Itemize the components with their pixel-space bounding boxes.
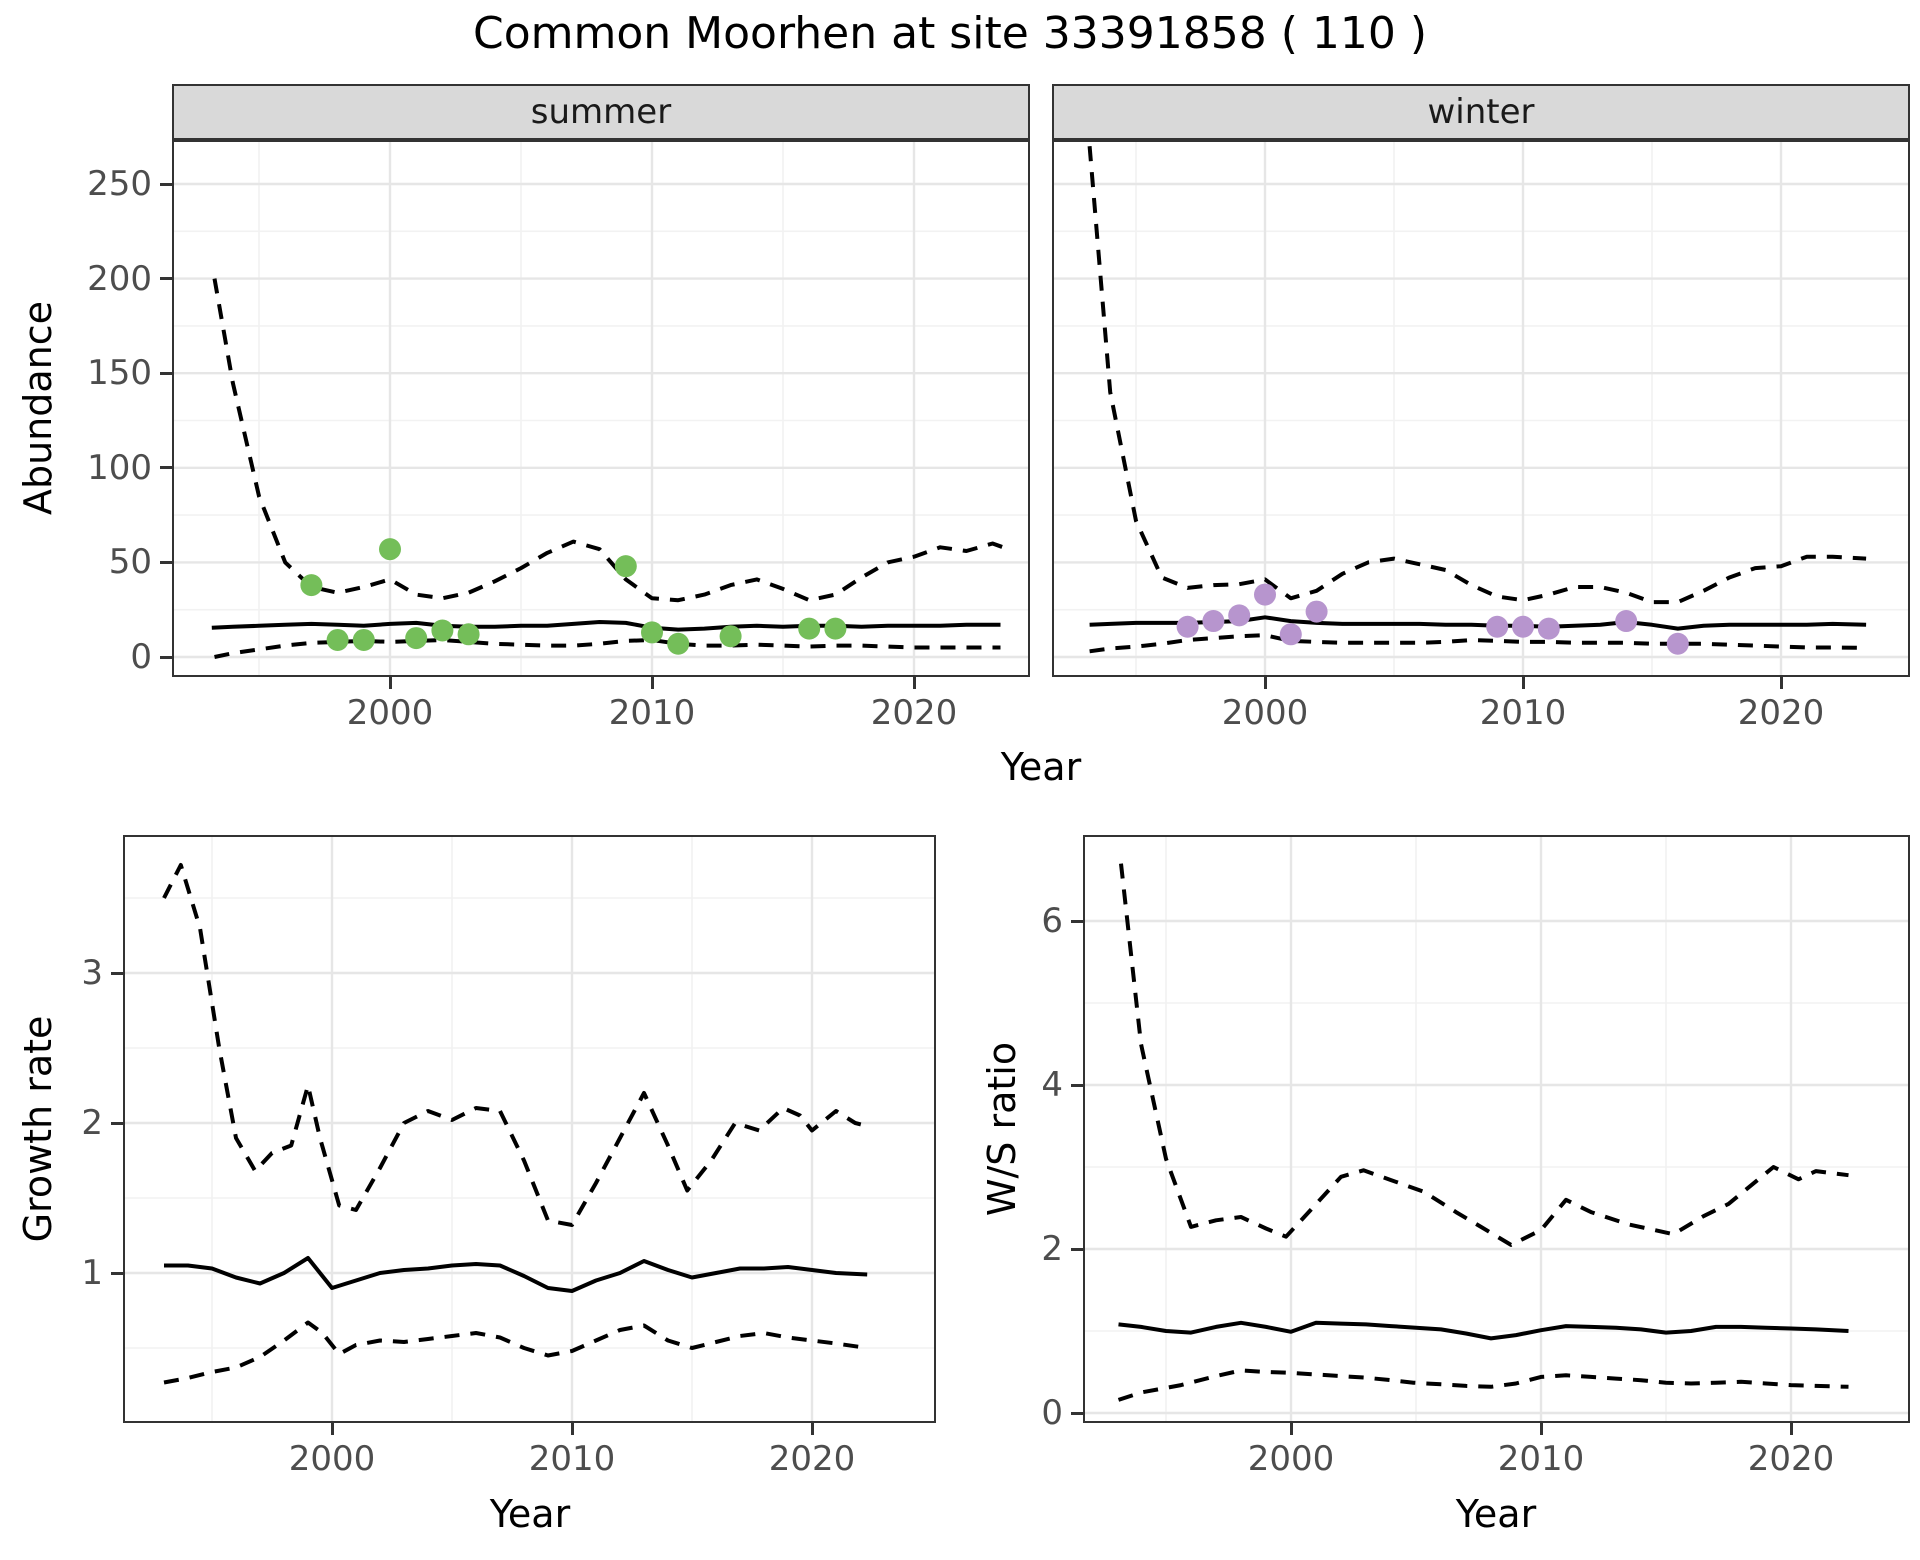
panel-abundance-summer bbox=[172, 140, 1030, 677]
axis-tick-mark bbox=[160, 371, 172, 375]
ci-upper-line bbox=[1087, 146, 1867, 605]
median-line bbox=[211, 620, 1001, 632]
axis-tick-mark bbox=[1263, 677, 1267, 689]
x-tick-label: 2020 bbox=[870, 693, 958, 733]
panel-abundance-winter bbox=[1052, 140, 1910, 677]
x-tick-label: 2020 bbox=[768, 1439, 856, 1479]
axis-tick-mark bbox=[111, 971, 123, 975]
y-tick-label: 250 bbox=[87, 164, 152, 204]
x-tick-label: 2000 bbox=[288, 1439, 376, 1479]
ci-lower-line bbox=[163, 1320, 868, 1385]
y-tick-label: 3 bbox=[81, 953, 103, 993]
data-point bbox=[1279, 623, 1302, 646]
ci-upper-line bbox=[162, 863, 868, 1227]
axis-tick-mark bbox=[111, 1271, 123, 1275]
axis-tick-mark bbox=[1289, 1423, 1293, 1435]
data-point bbox=[719, 625, 742, 648]
data-point bbox=[352, 628, 375, 651]
ci-upper-line bbox=[212, 278, 1004, 603]
axis-tick-mark bbox=[1521, 677, 1525, 689]
facet-strip-winter: winter bbox=[1052, 84, 1910, 140]
chart-title: Common Moorhen at site 33391858 ( 110 ) bbox=[473, 8, 1427, 59]
data-point bbox=[1512, 615, 1534, 638]
axis-tick-mark bbox=[160, 466, 172, 470]
axis-tick-mark bbox=[1071, 919, 1083, 923]
data-point bbox=[798, 617, 821, 640]
data-point bbox=[300, 574, 323, 597]
panel-ws-ratio bbox=[1083, 835, 1910, 1423]
axis-tick-mark bbox=[912, 677, 916, 689]
data-point bbox=[326, 628, 349, 651]
axis-tick-mark bbox=[810, 1423, 814, 1435]
y-tick-label: 50 bbox=[108, 542, 152, 583]
x-tick-label: 2000 bbox=[1221, 693, 1309, 733]
data-point bbox=[1254, 583, 1276, 606]
x-tick-label: 2020 bbox=[1737, 693, 1825, 733]
median-line bbox=[1118, 1320, 1849, 1341]
data-point bbox=[1666, 632, 1689, 655]
axis-tick-mark bbox=[1071, 1247, 1083, 1251]
ci-lower-line bbox=[1117, 1368, 1849, 1402]
axis-tick-mark bbox=[160, 182, 172, 186]
y-tick-label: 150 bbox=[87, 353, 152, 394]
axis-tick-mark bbox=[1539, 1423, 1543, 1435]
data-point bbox=[405, 627, 428, 650]
facet-label-winter: winter bbox=[1427, 92, 1535, 132]
data-point bbox=[457, 623, 480, 646]
axis-tick-mark bbox=[1071, 1083, 1083, 1087]
axis-tick-mark bbox=[111, 1121, 123, 1125]
data-point bbox=[824, 617, 847, 640]
y-tick-label: 200 bbox=[87, 258, 152, 299]
data-point bbox=[1486, 615, 1509, 638]
axis-tick-mark bbox=[1779, 677, 1783, 689]
y-tick-label: 1 bbox=[81, 1253, 103, 1293]
x-tick-label: 2020 bbox=[1747, 1439, 1835, 1479]
x-axis-title-year-ws: Year bbox=[1455, 1492, 1537, 1536]
x-axis-title-year-top: Year bbox=[1000, 745, 1082, 789]
x-tick-label: 2010 bbox=[528, 1439, 616, 1479]
x-tick-label: 2010 bbox=[1497, 1439, 1585, 1479]
facet-strip-summer: summer bbox=[172, 84, 1030, 140]
axis-tick-mark bbox=[160, 560, 172, 564]
axis-tick-mark bbox=[650, 677, 654, 689]
data-point bbox=[614, 555, 637, 578]
facet-label-summer: summer bbox=[530, 92, 672, 132]
data-point bbox=[641, 621, 663, 644]
data-point bbox=[1305, 600, 1328, 623]
data-point bbox=[431, 619, 454, 642]
panel-growth-rate bbox=[123, 835, 936, 1423]
axis-tick-mark bbox=[1789, 1423, 1793, 1435]
y-tick-label: 100 bbox=[87, 447, 152, 488]
data-point bbox=[667, 632, 690, 655]
data-point bbox=[1537, 617, 1560, 640]
data-point bbox=[1615, 610, 1638, 633]
x-tick-label: 2010 bbox=[608, 693, 696, 733]
x-tick-label: 2000 bbox=[1247, 1439, 1335, 1479]
axis-tick-mark bbox=[160, 655, 172, 659]
y-tick-label: 2 bbox=[81, 1103, 103, 1143]
data-point bbox=[1202, 610, 1225, 633]
y-tick-label: 6 bbox=[1041, 901, 1063, 941]
y-tick-label: 4 bbox=[1041, 1065, 1063, 1105]
data-point bbox=[1228, 604, 1251, 627]
axis-tick-mark bbox=[1071, 1411, 1083, 1415]
axis-tick-mark bbox=[570, 1423, 574, 1435]
data-point bbox=[379, 538, 401, 561]
axis-tick-mark bbox=[330, 1423, 334, 1435]
x-axis-title-year-growth: Year bbox=[489, 1492, 571, 1536]
median-line bbox=[164, 1256, 868, 1293]
x-tick-label: 2000 bbox=[346, 693, 434, 733]
y-tick-label: 0 bbox=[130, 637, 152, 677]
x-tick-label: 2010 bbox=[1479, 693, 1567, 733]
axis-tick-mark bbox=[160, 277, 172, 281]
y-tick-label: 2 bbox=[1041, 1229, 1063, 1269]
y-tick-label: 0 bbox=[1041, 1393, 1063, 1433]
axis-tick-mark bbox=[388, 677, 392, 689]
data-point bbox=[1176, 615, 1199, 638]
